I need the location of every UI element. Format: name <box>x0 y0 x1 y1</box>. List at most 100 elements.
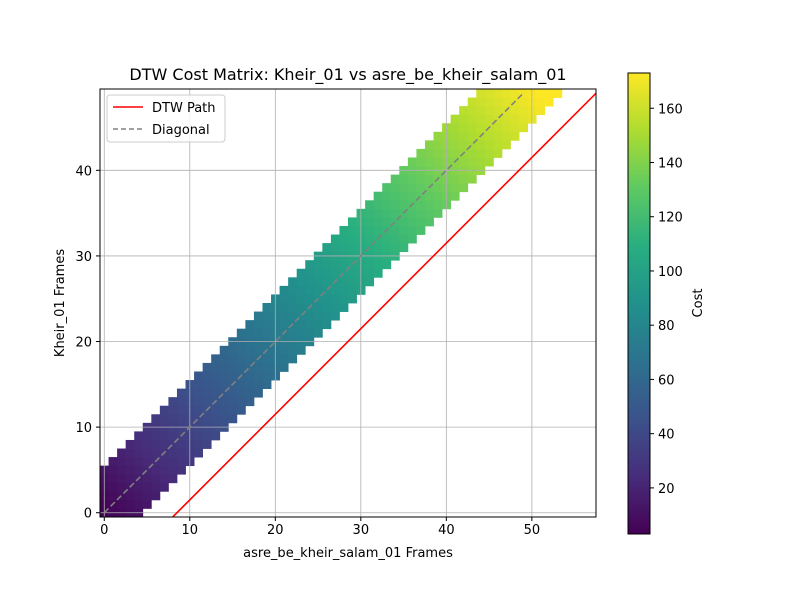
cost-cell <box>159 482 169 492</box>
cost-cell <box>296 285 306 295</box>
cost-cell <box>313 260 323 270</box>
cost-cell <box>484 89 494 98</box>
dtw-path-line <box>172 92 596 517</box>
cost-cell <box>467 148 477 158</box>
cost-cell <box>202 388 212 398</box>
cost-cell <box>348 260 357 270</box>
cost-cell <box>296 303 306 312</box>
cost-cell <box>493 140 503 150</box>
colorbar-label: Cost <box>691 289 706 318</box>
cost-cell <box>382 200 392 210</box>
cost-cell <box>433 131 443 141</box>
cost-cell <box>279 311 289 321</box>
cost-cell <box>313 285 323 295</box>
cost-cell <box>484 131 494 141</box>
cost-cell <box>262 380 272 389</box>
cost-cell <box>416 208 426 218</box>
cost-cell <box>296 277 306 287</box>
cost-cell <box>416 174 426 184</box>
cost-cell <box>313 303 323 312</box>
cost-cell <box>176 397 186 407</box>
cost-cell <box>390 234 400 244</box>
cost-cell <box>407 208 417 218</box>
cost-cell <box>159 405 169 415</box>
cost-cell <box>313 328 323 338</box>
cost-cell <box>219 362 229 372</box>
cost-cell <box>493 97 503 107</box>
cost-cell <box>202 362 212 372</box>
colorbar-gradient <box>627 72 651 535</box>
cost-cell <box>219 397 229 407</box>
x-axis-ticks: 0 10 20 30 40 50 <box>100 517 540 538</box>
cost-cell <box>305 311 315 321</box>
cost-cell <box>322 311 332 321</box>
y-tick-label: 20 <box>75 336 92 351</box>
cost-cell <box>288 328 298 338</box>
cost-cell <box>501 140 511 150</box>
cost-cell <box>245 362 255 372</box>
cost-cell <box>313 320 323 330</box>
cost-cell <box>228 362 238 372</box>
cost-cell <box>416 225 426 235</box>
cost-cell <box>536 97 546 107</box>
cost-cell <box>467 114 477 124</box>
cost-cell <box>459 106 469 116</box>
cost-cell <box>228 405 238 415</box>
cost-cell <box>142 439 152 449</box>
colorbar-ticks: 20 40 60 80 100 120 140 160 <box>650 102 683 497</box>
colorbar-tick-label: 120 <box>658 211 683 226</box>
cost-cell <box>467 140 477 150</box>
cost-cell <box>459 183 469 193</box>
cost-cell <box>416 200 426 210</box>
cost-cell <box>476 106 486 116</box>
chart-title: DTW Cost Matrix: Kheir_01 vs asre_be_khe… <box>129 65 566 85</box>
cost-cell <box>399 174 409 184</box>
cost-cell <box>151 491 161 501</box>
cost-cell <box>450 140 460 150</box>
legend-dtw-path-label: DTW Path <box>152 101 216 116</box>
cost-cell <box>459 131 469 141</box>
cost-cell <box>339 260 349 270</box>
cost-cell <box>407 174 417 184</box>
cost-cell <box>125 439 135 449</box>
cost-cell <box>168 448 178 458</box>
cost-cell <box>168 431 178 441</box>
cost-cell <box>151 439 161 449</box>
cost-cell <box>459 140 469 150</box>
cost-cell <box>305 260 315 270</box>
cost-cell <box>194 380 204 389</box>
cost-cell <box>493 131 503 141</box>
cost-cell <box>245 345 255 355</box>
cost-cell <box>142 457 152 467</box>
cost-cell <box>493 89 503 98</box>
cost-cell <box>493 148 503 158</box>
cost-cell <box>399 183 409 193</box>
cost-cell <box>493 106 503 116</box>
x-tick-label: 40 <box>438 523 455 538</box>
cost-cell <box>134 457 144 467</box>
cost-cell <box>194 414 204 424</box>
cost-cell <box>553 89 563 98</box>
cost-cell <box>476 140 486 150</box>
cost-cell <box>484 148 494 158</box>
cost-cell <box>202 431 212 441</box>
cost-cell <box>501 123 511 133</box>
cost-cell <box>399 234 409 244</box>
cost-cell <box>424 217 434 227</box>
cost-cell <box>219 414 229 424</box>
cost-cell <box>416 217 426 227</box>
cost-cell <box>322 285 332 295</box>
cost-cell <box>142 491 152 501</box>
x-tick-label: 10 <box>182 523 199 538</box>
cost-cell <box>330 285 340 295</box>
cost-cell <box>228 354 238 364</box>
cost-cell <box>228 397 238 407</box>
cost-cell <box>253 380 263 389</box>
cost-cell <box>536 89 546 98</box>
cost-cell <box>262 328 272 338</box>
path-lines <box>103 92 596 517</box>
cost-cell <box>407 217 417 227</box>
cost-cell <box>450 191 460 201</box>
cost-cell <box>245 354 255 364</box>
